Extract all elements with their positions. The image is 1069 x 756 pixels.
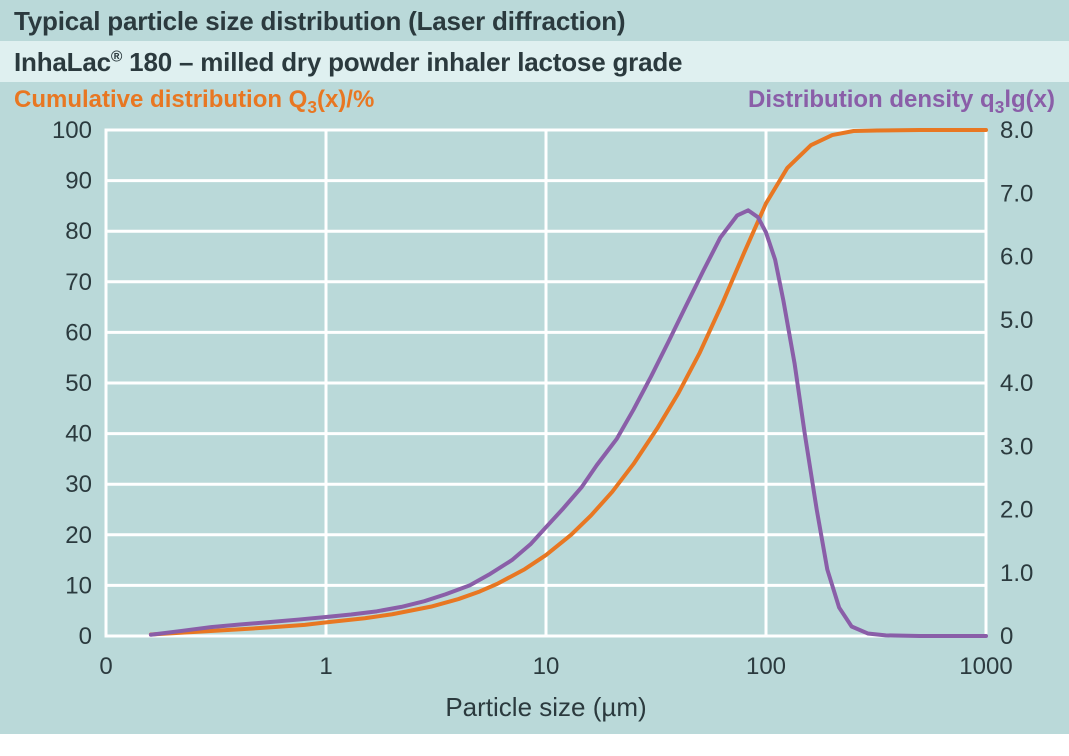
- x-tick-label: 100: [746, 653, 786, 680]
- y-left-tick-label: 10: [65, 572, 92, 599]
- axis-titles-row: Cumulative distribution Q3(x)/% Distribu…: [0, 82, 1069, 116]
- y-right-axis-title: Distribution density q3lg(x): [748, 86, 1055, 114]
- y-left-tick-label: 100: [52, 117, 92, 144]
- y-right-tick-label: 7.0: [1000, 180, 1033, 207]
- y-left-tick-label: 80: [65, 218, 92, 245]
- y-left-axis-title: Cumulative distribution Q3(x)/%: [14, 86, 374, 114]
- x-tick-label: 1: [319, 653, 332, 680]
- y-right-tick-label: 2.0: [1000, 497, 1033, 524]
- y-left-tick-label: 50: [65, 370, 92, 397]
- y-right-tick-label: 0: [1000, 623, 1013, 650]
- y-left-tick-label: 30: [65, 471, 92, 498]
- figure-root: Typical particle size distribution (Lase…: [0, 0, 1069, 756]
- y-left-tick-label: 90: [65, 168, 92, 195]
- chart-area: 010203040506070809010001.02.03.04.05.06.…: [0, 116, 1069, 734]
- y-left-tick-label: 20: [65, 522, 92, 549]
- series-density: [151, 210, 986, 636]
- y-right-tick-label: 6.0: [1000, 244, 1033, 271]
- y-left-tick-label: 40: [65, 421, 92, 448]
- y-left-tick-label: 60: [65, 319, 92, 346]
- chart-svg: 010203040506070809010001.02.03.04.05.06.…: [0, 116, 1069, 734]
- x-tick-label: 1000: [959, 653, 1012, 680]
- y-right-tick-label: 4.0: [1000, 370, 1033, 397]
- y-right-tick-label: 8.0: [1000, 117, 1033, 144]
- y-right-tick-label: 3.0: [1000, 433, 1033, 460]
- x-axis-title: Particle size (µm): [445, 692, 646, 722]
- y-left-tick-label: 70: [65, 269, 92, 296]
- figure-subtitle: InhaLac® 180 – milled dry powder inhaler…: [0, 41, 1069, 82]
- x-tick-label: 0: [99, 653, 112, 680]
- figure-title: Typical particle size distribution (Lase…: [0, 0, 1069, 41]
- y-right-tick-label: 1.0: [1000, 560, 1033, 587]
- x-tick-label: 10: [533, 653, 560, 680]
- y-left-tick-label: 0: [79, 623, 92, 650]
- y-right-tick-label: 5.0: [1000, 307, 1033, 334]
